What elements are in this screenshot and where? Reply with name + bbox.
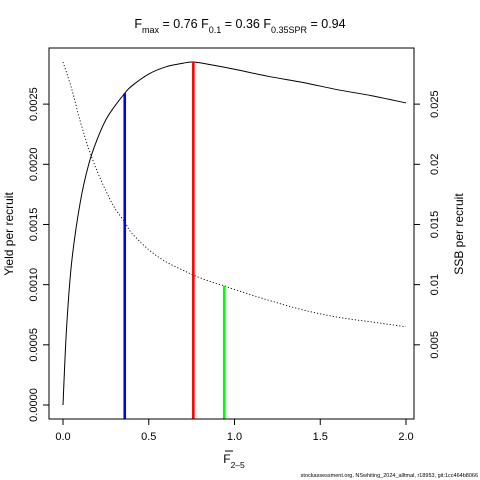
chart-title: Fmax = 0.76 F0.1 = 0.36 F0.35SPR = 0.94 bbox=[134, 17, 345, 35]
y-left-tick-label: 0.0020 bbox=[28, 147, 40, 181]
x-tick-label: 2.0 bbox=[398, 431, 413, 443]
y-left-tick-label: 0.0005 bbox=[28, 328, 40, 362]
reference-lines-layer bbox=[123, 62, 226, 419]
y-right-tick-label: 0.005 bbox=[429, 331, 441, 359]
y-axis-right: 0.005 0.01 0.015 0.02 0.025 bbox=[414, 90, 441, 359]
y-right-tick-label: 0.02 bbox=[429, 154, 441, 175]
y-left-tick-label: 0.0015 bbox=[28, 208, 40, 242]
y-axis-left-label: Yield per recruit bbox=[2, 192, 16, 276]
x-axis-label: F2–5 bbox=[223, 452, 245, 470]
x-axis: 0.0 0.5 1.0 1.5 2.0 bbox=[55, 419, 414, 443]
x-tick-label: 1.0 bbox=[227, 431, 242, 443]
y-axis-right-label: SSB per recruit bbox=[452, 193, 466, 275]
y-axis-left: 0.0000 0.0005 0.0010 0.0015 0.0020 0.0025 bbox=[28, 87, 49, 422]
x-tick-label: 1.5 bbox=[313, 431, 328, 443]
y-right-tick-label: 0.01 bbox=[429, 274, 441, 295]
x-tick-label: 0.5 bbox=[141, 431, 156, 443]
x-tick-label: 0.0 bbox=[55, 431, 70, 443]
y-right-tick-label: 0.025 bbox=[429, 90, 441, 118]
y-left-tick-label: 0.0025 bbox=[28, 87, 40, 121]
ssb-per-recruit-line bbox=[62, 61, 407, 328]
series-layer bbox=[62, 61, 407, 406]
y-right-tick-label: 0.015 bbox=[429, 211, 441, 239]
footer-credit: stockassessment.org, NSwhiting_2024_allt… bbox=[301, 473, 478, 479]
yield-per-recruit-line bbox=[62, 61, 407, 406]
y-left-tick-label: 0.0010 bbox=[28, 268, 40, 302]
plot-frame bbox=[48, 47, 415, 420]
y-left-tick-label: 0.0000 bbox=[28, 388, 40, 422]
